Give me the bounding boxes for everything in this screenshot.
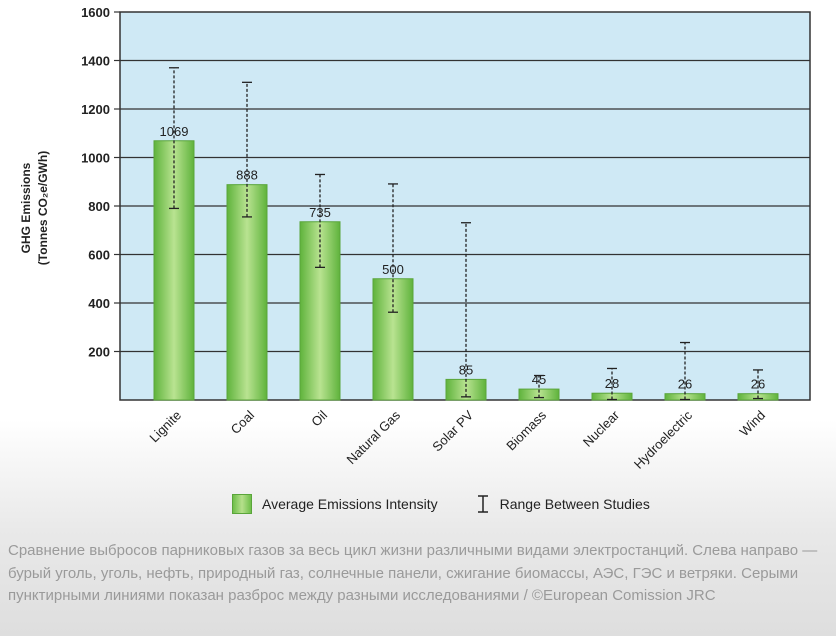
bar bbox=[153, 140, 195, 401]
y-tick-label: 600 bbox=[88, 248, 110, 263]
data-label: 28 bbox=[605, 376, 619, 391]
figure-caption: Сравнение выбросов парниковых газов за в… bbox=[8, 542, 818, 604]
x-tick-label: Nuclear bbox=[580, 407, 623, 450]
y-tick-label: 1200 bbox=[81, 102, 110, 117]
x-tick-label: Natural Gas bbox=[343, 407, 403, 467]
chart-legend: Average Emissions Intensity Range Betwee… bbox=[232, 494, 650, 514]
legend-bar-label: Average Emissions Intensity bbox=[262, 496, 438, 512]
y-tick-label: 800 bbox=[88, 199, 110, 214]
bar bbox=[372, 278, 414, 401]
legend-range-icon bbox=[476, 494, 490, 514]
bar bbox=[226, 184, 268, 401]
bar bbox=[518, 388, 560, 401]
y-axis-title: GHG Emissions bbox=[19, 162, 33, 253]
data-label: 26 bbox=[751, 377, 765, 392]
y-axis-unit: (Tonnes CO₂e/GWh) bbox=[36, 151, 50, 265]
y-tick-label: 1000 bbox=[81, 151, 110, 166]
data-label: 1069 bbox=[160, 124, 189, 139]
data-label: 500 bbox=[382, 262, 404, 277]
x-tick-label: Solar PV bbox=[429, 407, 476, 454]
y-tick-label: 1400 bbox=[81, 54, 110, 69]
x-tick-label: Wind bbox=[737, 408, 769, 440]
data-label: 735 bbox=[309, 205, 331, 220]
y-tick-label: 200 bbox=[88, 345, 110, 360]
legend-range-label: Range Between Studies bbox=[499, 496, 650, 512]
emissions-bar-chart: 1069 888 735 500 85 45 28 26 26 200 400 600 800 1000… bbox=[19, 5, 811, 472]
legend-bar-swatch bbox=[232, 494, 252, 514]
x-tick-label: Biomass bbox=[503, 407, 549, 453]
x-tick-label: Oil bbox=[308, 407, 330, 429]
bar bbox=[299, 221, 341, 401]
x-tick-label: Hydroelectric bbox=[631, 407, 696, 472]
y-tick-label: 400 bbox=[88, 296, 110, 311]
data-label: 45 bbox=[532, 372, 546, 387]
data-label: 888 bbox=[236, 168, 258, 183]
data-label: 26 bbox=[678, 377, 692, 392]
x-tick-label: Lignite bbox=[146, 408, 184, 446]
x-tick-label: Coal bbox=[228, 407, 258, 437]
y-tick-label: 1600 bbox=[81, 5, 110, 20]
data-label: 85 bbox=[459, 362, 473, 377]
